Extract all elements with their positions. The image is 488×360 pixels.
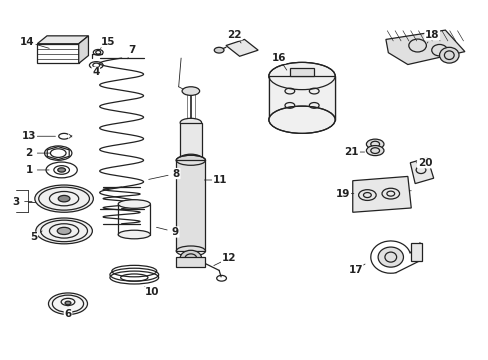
Text: 4: 4 — [92, 67, 99, 77]
Ellipse shape — [118, 230, 150, 239]
Ellipse shape — [35, 185, 93, 212]
Ellipse shape — [268, 106, 334, 134]
Ellipse shape — [36, 218, 92, 244]
Ellipse shape — [214, 47, 224, 53]
Text: 20: 20 — [417, 158, 431, 168]
Polygon shape — [352, 176, 410, 212]
Polygon shape — [225, 40, 258, 56]
Bar — [268, 76, 334, 120]
Ellipse shape — [366, 139, 383, 149]
Text: 6: 6 — [64, 310, 71, 319]
Bar — [289, 68, 314, 76]
Ellipse shape — [118, 200, 150, 208]
Text: 19: 19 — [335, 189, 349, 199]
Ellipse shape — [439, 47, 458, 63]
Ellipse shape — [176, 155, 205, 165]
Polygon shape — [409, 158, 433, 184]
Text: 11: 11 — [212, 175, 227, 185]
Text: 16: 16 — [271, 53, 285, 63]
Polygon shape — [79, 36, 88, 63]
Ellipse shape — [182, 87, 199, 95]
Ellipse shape — [58, 168, 65, 172]
Text: 14: 14 — [20, 37, 35, 47]
Text: 18: 18 — [424, 30, 439, 40]
Text: 15: 15 — [101, 37, 115, 47]
Bar — [410, 243, 421, 261]
Text: 7: 7 — [128, 45, 136, 55]
Text: 12: 12 — [221, 253, 236, 263]
Polygon shape — [385, 30, 464, 64]
Text: 22: 22 — [227, 30, 242, 40]
Ellipse shape — [58, 195, 70, 202]
Ellipse shape — [366, 145, 383, 156]
Text: 17: 17 — [347, 265, 362, 275]
Text: 10: 10 — [144, 287, 159, 297]
Bar — [176, 160, 205, 251]
Ellipse shape — [180, 154, 201, 163]
Text: 2: 2 — [25, 148, 33, 158]
Ellipse shape — [57, 227, 71, 234]
Text: 3: 3 — [13, 197, 20, 207]
Ellipse shape — [48, 293, 87, 315]
Bar — [37, 44, 79, 63]
Text: 21: 21 — [344, 147, 358, 157]
Bar — [180, 123, 201, 158]
Text: 13: 13 — [21, 131, 36, 141]
Polygon shape — [37, 36, 88, 44]
Text: 8: 8 — [172, 168, 180, 179]
Ellipse shape — [377, 247, 403, 267]
Bar — [176, 257, 205, 267]
Ellipse shape — [180, 250, 201, 266]
Ellipse shape — [268, 62, 334, 90]
Text: 1: 1 — [25, 165, 33, 175]
Ellipse shape — [65, 301, 71, 305]
Text: 5: 5 — [30, 232, 38, 242]
Text: 9: 9 — [171, 227, 179, 237]
Ellipse shape — [180, 118, 201, 127]
